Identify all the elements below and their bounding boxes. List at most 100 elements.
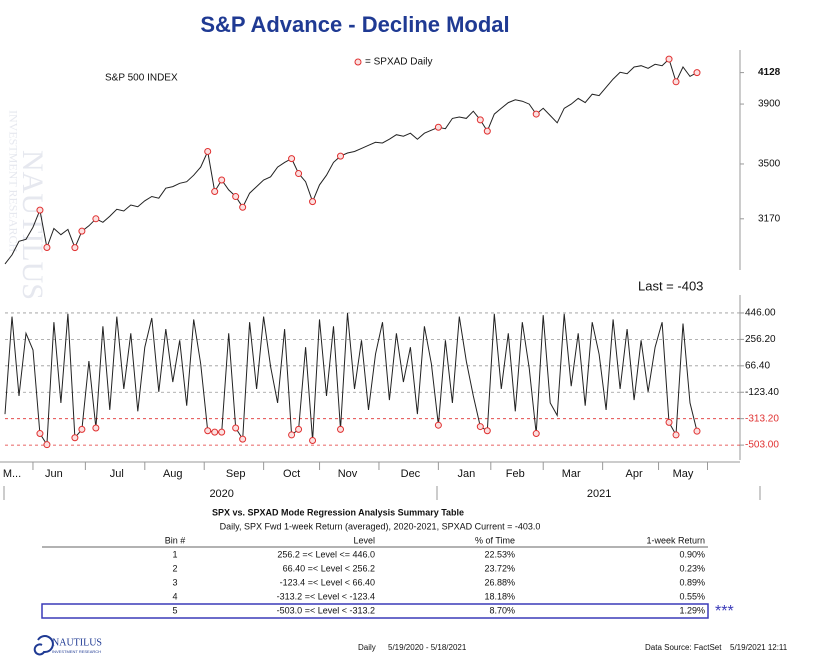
y-tick-label: 3900 (758, 99, 781, 110)
marker (239, 203, 247, 211)
marker (211, 428, 219, 436)
marker (43, 243, 51, 251)
marker (218, 428, 226, 436)
y-tick-label: 446.00 (745, 308, 776, 319)
table-title: SPX vs. SPXAD Mode Regression Analysis S… (212, 507, 464, 517)
table-cell: 8.70% (489, 605, 515, 615)
highlight-mark: *** (715, 603, 734, 620)
marker (36, 206, 44, 214)
legend-label: = SPXAD Daily (365, 57, 433, 68)
marker (693, 69, 701, 77)
table-cell: 23.72% (484, 563, 515, 573)
table-header: Level (353, 535, 375, 545)
marker (211, 188, 219, 196)
x-tick-label: Jun (45, 468, 63, 480)
x-tick-label: Apr (626, 468, 643, 480)
marker (295, 170, 303, 178)
x-tick-label: Mar (562, 468, 581, 480)
table-cell: -123.4 =< Level < 66.40 (280, 577, 375, 587)
marker (476, 423, 484, 431)
table-header: 1-week Return (646, 535, 705, 545)
year-label: 2021 (587, 488, 611, 500)
x-tick-label: Jul (110, 468, 124, 480)
line (4, 58, 698, 265)
table-cell: -503.0 =< Level < -313.2 (277, 605, 375, 615)
table-cell: 66.40 =< Level < 256.2 (283, 563, 375, 573)
marker (672, 78, 680, 86)
table-cell: 3 (172, 577, 177, 587)
marker (204, 147, 212, 155)
y-tick-label: -503.00 (745, 440, 779, 451)
marker (78, 227, 86, 235)
x-tick-label: Jan (457, 468, 475, 480)
y-tick-label: -123.40 (745, 387, 779, 398)
x-tick-label: Feb (506, 468, 525, 480)
marker (295, 425, 303, 433)
marker (665, 55, 673, 63)
table-cell: 0.23% (679, 563, 705, 573)
logo-sub: INVESTMENT RESEARCH (52, 649, 101, 654)
marker (232, 424, 240, 432)
table-cell: 0.89% (679, 577, 705, 587)
marker (71, 434, 79, 442)
marker (232, 193, 240, 201)
page-title: S&P Advance - Decline Modal (200, 12, 509, 37)
marker (288, 431, 296, 439)
marker (92, 215, 100, 223)
footer-source: Data Source: FactSet (645, 643, 722, 652)
table-cell: -313.2 =< Level < -123.4 (277, 591, 375, 601)
marker (483, 427, 491, 435)
marker (36, 430, 44, 438)
marker (92, 424, 100, 432)
marker (476, 116, 484, 124)
last-value-label: 4128 (758, 67, 781, 78)
x-tick-label: Sep (226, 468, 246, 480)
y-tick-label: 66.40 (745, 360, 770, 371)
table-cell: 1.29% (679, 605, 705, 615)
table-cell: 26.88% (484, 577, 515, 587)
y-tick-label: -313.20 (745, 413, 779, 424)
marker (483, 127, 491, 135)
footer-frequency: Daily (358, 643, 376, 652)
x-tick-label: Oct (283, 468, 300, 480)
marker (239, 435, 247, 443)
table-cell: 4 (172, 591, 177, 601)
marker (309, 198, 317, 206)
y-tick-label: 3500 (758, 159, 781, 170)
table-cell: 18.18% (484, 591, 515, 601)
marker (532, 110, 540, 118)
chart-label: S&P 500 INDEX (105, 73, 178, 84)
marker (434, 123, 442, 131)
marker (434, 421, 442, 429)
table-cell: 5 (172, 605, 177, 615)
marker (693, 427, 701, 435)
table-header: % of Time (475, 535, 515, 545)
row-highlight (41, 603, 709, 619)
logo: NAUTILUS (52, 637, 102, 648)
year-label: 2020 (209, 488, 233, 500)
table-subtitle: Daily, SPX Fwd 1-week Return (averaged),… (220, 521, 541, 531)
y-tick-label: 256.20 (745, 334, 776, 345)
table-cell: 2 (172, 563, 177, 573)
line (4, 312, 698, 447)
marker (337, 425, 345, 433)
table-header: Bin # (165, 535, 186, 545)
y-tick-label: 3170 (758, 213, 781, 224)
marker (337, 152, 345, 160)
marker (309, 437, 317, 445)
marker (78, 425, 86, 433)
annotation: Last = -403 (638, 278, 703, 293)
footer-range: 5/19/2020 - 5/18/2021 (388, 643, 467, 652)
marker (204, 427, 212, 435)
legend-marker (354, 58, 362, 66)
x-tick-label: M... (3, 468, 21, 480)
marker (43, 441, 51, 449)
table-cell: 22.53% (484, 549, 515, 559)
footer-timestamp: 5/19/2021 12:11 (730, 643, 788, 652)
marker (218, 176, 226, 184)
table-cell: 0.90% (679, 549, 705, 559)
x-tick-label: Aug (163, 468, 183, 480)
